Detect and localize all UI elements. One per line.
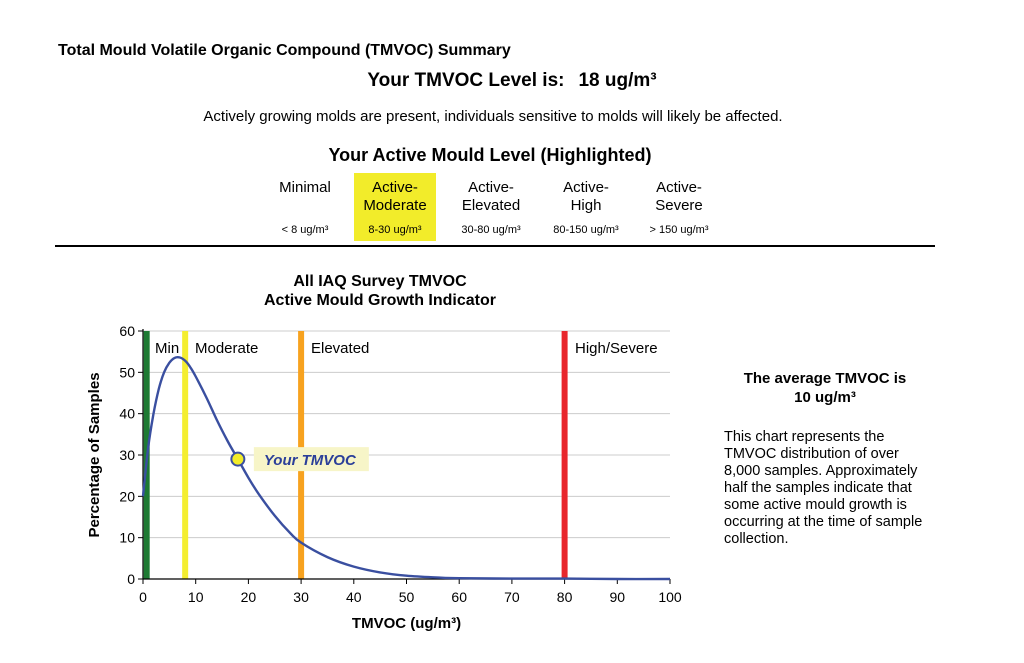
threshold-line [561, 331, 568, 579]
x-tick-label: 0 [139, 589, 147, 605]
y-tick-label: 20 [119, 488, 135, 504]
x-tick-label: 90 [610, 589, 626, 605]
level-active-elevated: Active- Elevated 30-80 ug/m³ [450, 173, 532, 241]
your-tmvoc-label: Your TMVOC [264, 452, 357, 469]
level-range: < 8 ug/m³ [281, 224, 329, 236]
average-summary: The average TMVOC is 10 ug/m³ [690, 369, 960, 407]
x-tick-label: 100 [658, 589, 682, 605]
y-axis-label: Percentage of Samples [86, 372, 103, 537]
chart-title-block: All IAQ Survey TMVOC Active Mould Growth… [210, 272, 550, 310]
threshold-label: High/Severe [575, 340, 658, 357]
chart-title: All IAQ Survey TMVOC [293, 273, 467, 290]
report-title: Total Mould Volatile Organic Compound (T… [58, 42, 511, 59]
your-tmvoc-marker [230, 451, 246, 467]
x-tick-label: 50 [399, 589, 415, 605]
level-name: Active- High [563, 179, 609, 214]
tmvoc-level-label: Your TMVOC Level is: [367, 70, 565, 91]
level-name: Active- Severe [655, 179, 703, 214]
threshold-label: Min [155, 340, 179, 357]
x-axis-label: TMVOC (ug/m³) [352, 615, 461, 632]
chart-note: This chart represents the TMVOC distribu… [724, 429, 923, 547]
x-tick-label: 70 [504, 589, 520, 605]
level-range: 30-80 ug/m³ [461, 224, 521, 236]
y-tick-label: 30 [119, 447, 135, 463]
section-divider [55, 245, 935, 247]
level-name: Active- Moderate [363, 179, 427, 214]
average-label: The average TMVOC is [743, 370, 907, 387]
level-range: > 150 ug/m³ [649, 224, 709, 236]
x-tick-label: 10 [188, 589, 204, 605]
threshold-label: Elevated [311, 340, 369, 357]
average-value: 10 ug/m³ [794, 389, 856, 406]
level-active-high: Active- High 80-150 ug/m³ [542, 173, 630, 241]
mould-level-heading: Your Active Mould Level (Highlighted) [328, 145, 652, 165]
x-tick-label: 30 [293, 589, 309, 605]
threshold-label: Moderate [195, 340, 258, 357]
level-range: 8-30 ug/m³ [368, 224, 422, 236]
y-tick-label: 10 [119, 530, 135, 546]
y-tick-label: 60 [119, 323, 135, 339]
level-active-severe: Active- Severe > 150 ug/m³ [638, 173, 720, 241]
x-tick-label: 20 [241, 589, 257, 605]
x-tick-label: 60 [451, 589, 467, 605]
y-tick-label: 50 [119, 364, 135, 380]
chart-subtitle: Active Mould Growth Indicator [263, 292, 496, 309]
level-name: Minimal [279, 179, 331, 196]
level-name: Active- Elevated [461, 179, 521, 214]
x-tick-label: 80 [557, 589, 573, 605]
tmvoc-level-value: 18 ug/m³ [578, 70, 657, 91]
distribution-curve [141, 355, 671, 581]
y-tick-label: 40 [119, 406, 135, 422]
y-tick-label: 0 [127, 571, 135, 587]
level-description: Actively growing molds are present, indi… [203, 108, 783, 125]
tmvoc-level-line: Your TMVOC Level is: 18 ug/m³ [0, 70, 1024, 92]
threshold-line [182, 331, 189, 579]
level-minimal: Minimal < 8 ug/m³ [266, 173, 344, 241]
level-range: 80-150 ug/m³ [553, 224, 619, 236]
marker-label-background [253, 447, 369, 472]
level-active-moderate: Active- Moderate 8-30 ug/m³ [354, 173, 436, 241]
x-tick-label: 40 [346, 589, 362, 605]
